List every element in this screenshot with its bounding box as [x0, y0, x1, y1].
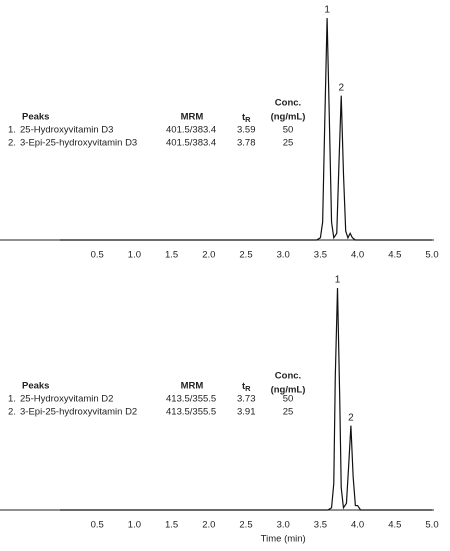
x-tick-label: 5.0: [425, 520, 438, 531]
peak-index: 2.: [8, 407, 16, 418]
x-tick-label: 1.0: [128, 250, 141, 261]
peak-label: 1: [324, 5, 330, 16]
tr-sub: R: [245, 115, 251, 124]
peak-name: 25-Hydroxyvitamin D2: [20, 394, 113, 405]
table-header: Conc.: [275, 98, 301, 109]
peak-conc: 25: [283, 407, 294, 418]
x-tick-label: 2.0: [202, 250, 215, 261]
peak-name: 3-Epi-25-hydroxyvitamin D2: [20, 407, 137, 418]
peak-mrm: 413.5/355.5: [166, 394, 216, 405]
trace: [60, 17, 432, 241]
x-tick-label: 1.5: [165, 250, 178, 261]
x-tick-label: 3.5: [314, 520, 327, 531]
table-header: tR: [242, 112, 251, 124]
peak-tr: 3.73: [237, 394, 256, 405]
x-tick-label: 1.0: [128, 520, 141, 531]
peak-tr: 3.59: [237, 125, 256, 136]
x-tick-label: 4.0: [351, 250, 364, 261]
table-header: Conc.: [275, 371, 301, 382]
peak-tr: 3.91: [237, 407, 256, 418]
x-tick-label: 3.0: [277, 250, 290, 261]
tr-sub: R: [245, 384, 251, 393]
x-tick-label: 3.0: [277, 520, 290, 531]
x-tick-label: 4.5: [388, 520, 401, 531]
peak-mrm: 401.5/383.4: [166, 125, 216, 136]
peak-index: 2.: [8, 138, 16, 149]
table-header: MRM: [181, 112, 204, 123]
x-tick-label: 0.5: [91, 520, 104, 531]
table-header: (ng/mL): [271, 385, 306, 396]
table-header: Peaks: [22, 112, 49, 123]
peak-mrm: 413.5/355.5: [166, 407, 216, 418]
x-tick-label: 4.5: [388, 250, 401, 261]
peak-label: 2: [348, 412, 354, 423]
trace: [60, 287, 432, 511]
peak-name: 25-Hydroxyvitamin D3: [20, 125, 113, 136]
peak-conc: 50: [283, 125, 294, 136]
peak-conc: 25: [283, 138, 294, 149]
peak-index: 1.: [8, 394, 16, 405]
table-header: Peaks: [22, 381, 49, 392]
x-tick-label: 1.5: [165, 520, 178, 531]
table-header: MRM: [181, 381, 204, 392]
peak-index: 1.: [8, 125, 16, 136]
peak-label: 1: [335, 275, 341, 286]
x-tick-label: 0.5: [91, 250, 104, 261]
x-tick-label: 4.0: [351, 520, 364, 531]
x-tick-label: 2.0: [202, 520, 215, 531]
tr-text: t: [242, 112, 246, 123]
peak-name: 3-Epi-25-hydroxyvitamin D3: [20, 138, 137, 149]
x-axis-label: Time (min): [261, 534, 306, 545]
peak-label: 2: [338, 82, 344, 93]
table-header: tR: [242, 381, 251, 393]
tr-text: t: [242, 381, 246, 392]
x-tick-label: 3.5: [314, 250, 327, 261]
x-tick-label: 2.5: [239, 250, 252, 261]
x-tick-label: 2.5: [239, 520, 252, 531]
peak-conc: 50: [283, 394, 294, 405]
peak-mrm: 401.5/383.4: [166, 138, 216, 149]
x-tick-label: 5.0: [425, 250, 438, 261]
peak-tr: 3.78: [237, 138, 256, 149]
table-header: (ng/mL): [271, 112, 306, 123]
